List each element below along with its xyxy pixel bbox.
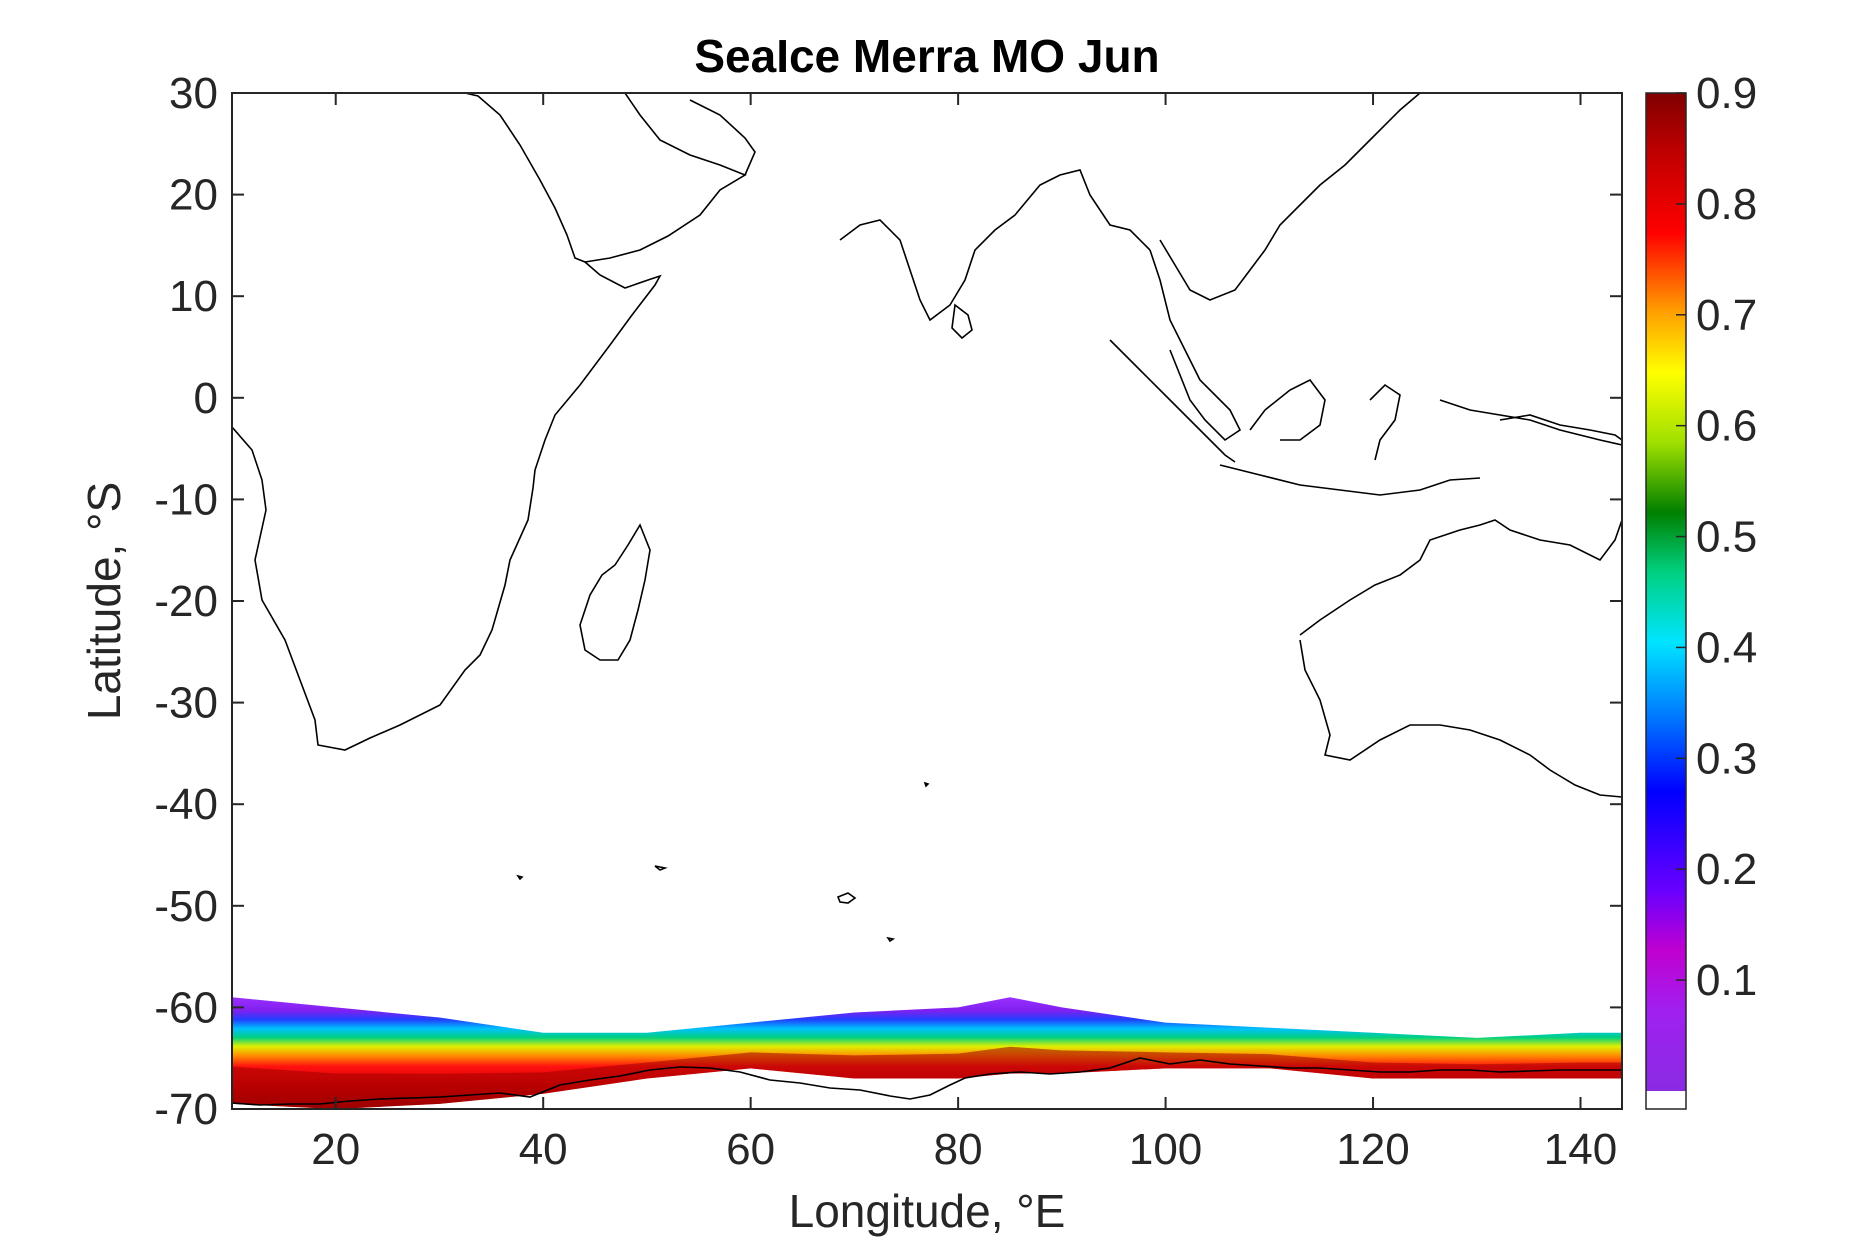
x-tick-label: 100 [1129, 1125, 1202, 1174]
colorbar-tick-label: 0.3 [1696, 734, 1757, 783]
y-tick-label: 10 [169, 272, 218, 321]
crozet-island [654, 865, 668, 871]
heard-island [886, 936, 896, 943]
colorbar-tick-label: 0.5 [1696, 513, 1757, 562]
colorbar-zero-swatch [1646, 1091, 1686, 1109]
amsterdam-island [923, 781, 930, 788]
x-tick-label: 60 [726, 1125, 775, 1174]
colorbar-gradient [1646, 93, 1686, 1091]
colorbar-tick-label: 0.6 [1696, 402, 1757, 451]
plot-area [231, 92, 1623, 1110]
india-coastline [839, 169, 1151, 322]
colorbar: 0.1 0.2 0.3 0.4 0.5 0.6 0.7 0.8 0.9 [1645, 69, 1757, 1110]
africa-coastline [232, 93, 662, 751]
colorbar-tick-label: 0.8 [1696, 180, 1757, 229]
y-tick-label: -70 [154, 1085, 218, 1134]
y-tick-label: -60 [154, 983, 218, 1032]
madagascar-coastline [579, 523, 651, 661]
sea-ice-core-high-concentration [232, 1046, 1622, 1109]
y-axis: 30 20 10 0 -10 -20 -30 -40 -50 -60 -70 [154, 69, 1622, 1134]
new-guinea-coastline [1499, 414, 1622, 441]
y-tick-label: -30 [154, 679, 218, 728]
x-tick-label: 140 [1544, 1125, 1617, 1174]
kerguelen-island [836, 892, 857, 904]
colorbar-ticks: 0.1 0.2 0.3 0.4 0.5 0.6 0.7 0.8 0.9 [1676, 69, 1757, 1005]
y-tick-label: -20 [154, 577, 218, 626]
colorbar-tick-label: 0.9 [1696, 69, 1757, 118]
x-tick-label: 20 [311, 1125, 360, 1174]
x-axis: 20 40 60 80 100 120 140 [311, 93, 1617, 1174]
x-axis-label: Longitude, °E [789, 1185, 1066, 1237]
y-tick-label: 20 [169, 171, 218, 220]
sri-lanka-coastline [951, 303, 973, 340]
x-tick-label: 80 [934, 1125, 983, 1174]
southeast-asia-coastline [1149, 93, 1421, 442]
prince-edward-island [516, 874, 524, 881]
y-tick-label: 0 [194, 374, 218, 423]
x-tick-label: 40 [519, 1125, 568, 1174]
plot-background [232, 93, 1622, 1109]
colorbar-tick-label: 0.7 [1696, 291, 1757, 340]
colorbar-tick-label: 0.4 [1696, 623, 1757, 672]
indonesia-coastline [1109, 339, 1622, 496]
arabia-coastline [584, 93, 756, 263]
australia-coastline [1299, 500, 1622, 798]
y-tick-label: -40 [154, 780, 218, 829]
chart-title: SeaIce Merra MO Jun [694, 30, 1159, 82]
y-tick-label: 30 [169, 69, 218, 118]
y-tick-label: -10 [154, 475, 218, 524]
coastlines [232, 93, 1622, 1106]
x-tick-label: 120 [1336, 1125, 1409, 1174]
y-tick-label: -50 [154, 882, 218, 931]
antarctica-coastline [232, 1057, 1622, 1106]
y-axis-label: Latitude, °S [78, 482, 130, 720]
colorbar-frame [1645, 92, 1687, 1110]
colorbar-tick-label: 0.1 [1696, 956, 1757, 1005]
colorbar-tick-label: 0.2 [1696, 845, 1757, 894]
